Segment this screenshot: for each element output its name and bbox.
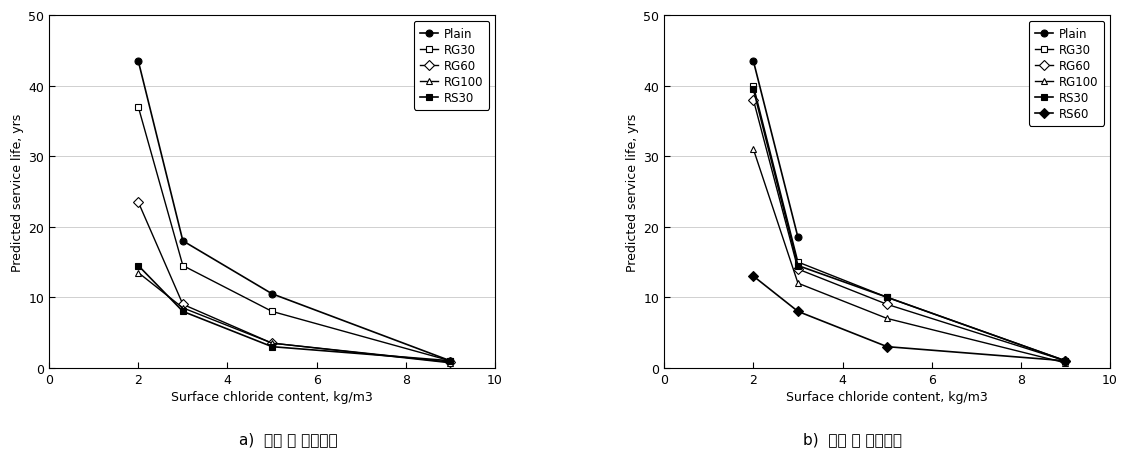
RG30	[131, 105, 145, 110]
Legend: Plain, RG30, RG60, RG100, RS30, RS60: Plain, RG30, RG60, RG100, RS30, RS60	[1030, 22, 1104, 126]
Y-axis label: Predicted service life, yrs: Predicted service life, yrs	[627, 113, 639, 271]
Plain	[791, 235, 805, 241]
RG100	[746, 147, 760, 152]
RG60	[265, 341, 279, 346]
Line: RS60: RS60	[750, 273, 1069, 364]
Line: RG30: RG30	[750, 83, 1069, 364]
RG60	[1059, 358, 1073, 364]
RG30	[881, 295, 894, 300]
RG60	[746, 98, 760, 103]
Plain	[746, 59, 760, 65]
RG60	[176, 302, 190, 308]
RS30	[746, 87, 760, 93]
RG100	[791, 281, 805, 286]
Line: RG30: RG30	[134, 104, 454, 364]
RG100	[881, 316, 894, 322]
RG60	[791, 267, 805, 272]
RS60	[1059, 358, 1073, 364]
RG30	[176, 263, 190, 269]
RG30	[444, 358, 457, 364]
RG60	[444, 359, 457, 365]
Line: RG100: RG100	[750, 147, 1069, 367]
RG30	[791, 260, 805, 265]
Line: RS30: RS30	[750, 86, 1069, 364]
RG100	[1059, 360, 1073, 366]
RG30	[746, 84, 760, 89]
Text: b)  개질 후 순환골재: b) 개질 후 순환골재	[803, 431, 902, 446]
RG100	[444, 360, 457, 366]
Line: RG100: RG100	[134, 269, 454, 367]
Plain	[176, 238, 190, 244]
RG100	[176, 305, 190, 311]
Line: RG60: RG60	[750, 97, 1069, 364]
RG30	[265, 309, 279, 314]
RG100	[265, 341, 279, 346]
Plain	[444, 358, 457, 364]
RS30	[791, 263, 805, 269]
RG60	[131, 200, 145, 205]
RG60	[881, 302, 894, 308]
RS30	[881, 295, 894, 300]
Line: Plain: Plain	[134, 58, 454, 364]
Line: Plain: Plain	[750, 58, 802, 241]
X-axis label: Surface chloride content, kg/m3: Surface chloride content, kg/m3	[172, 390, 373, 403]
RG100	[131, 270, 145, 276]
RS60	[746, 274, 760, 279]
RS60	[881, 344, 894, 349]
Line: RG60: RG60	[134, 199, 454, 366]
Line: RS30: RS30	[134, 263, 454, 364]
Text: a)  개질 전 순환골재: a) 개질 전 순환골재	[238, 431, 338, 446]
Legend: Plain, RG30, RG60, RG100, RS30: Plain, RG30, RG60, RG100, RS30	[414, 22, 489, 111]
RS30	[176, 309, 190, 314]
Plain	[265, 291, 279, 297]
RS30	[265, 344, 279, 349]
X-axis label: Surface chloride content, kg/m3: Surface chloride content, kg/m3	[786, 390, 988, 403]
RG30	[1059, 358, 1073, 364]
RS30	[444, 358, 457, 364]
Plain	[131, 59, 145, 65]
RS60	[791, 309, 805, 314]
RS30	[1059, 358, 1073, 364]
RS30	[131, 263, 145, 269]
Y-axis label: Predicted service life, yrs: Predicted service life, yrs	[11, 113, 24, 271]
